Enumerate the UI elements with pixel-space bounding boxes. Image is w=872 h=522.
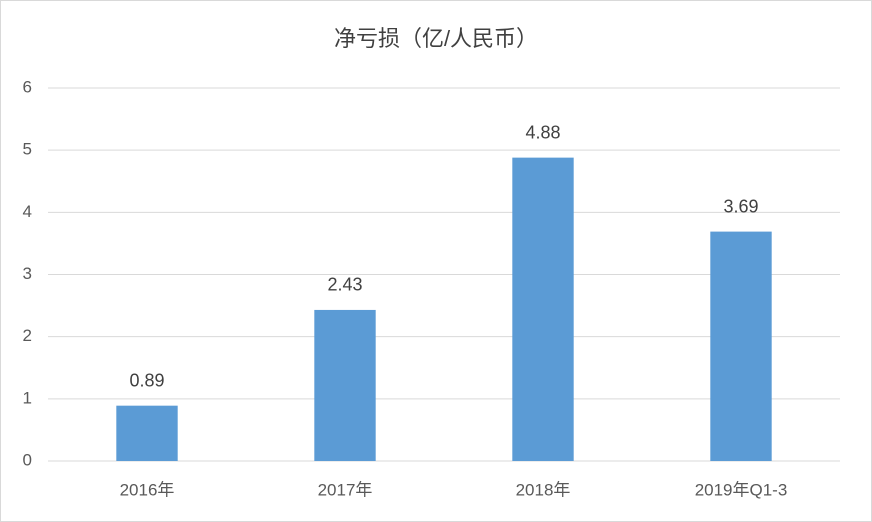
- x-tick-label: 2019年Q1-3: [695, 480, 788, 499]
- chart-title: 净亏损（亿/人民币）: [334, 26, 538, 51]
- y-tick-label: 2: [23, 326, 32, 345]
- x-tick-label: 2018年: [516, 480, 571, 499]
- y-tick-label: 6: [23, 77, 32, 96]
- y-tick-label: 5: [23, 140, 32, 159]
- y-tick-label: 1: [23, 388, 32, 407]
- data-label: 3.69: [723, 196, 758, 216]
- y-tick-label: 4: [23, 202, 32, 221]
- bar: [116, 405, 178, 461]
- data-label: 2.43: [327, 275, 362, 295]
- bar: [710, 231, 772, 461]
- y-tick-label: 3: [23, 264, 32, 283]
- data-label: 0.89: [129, 370, 164, 390]
- x-tick-label: 2016年: [120, 480, 175, 499]
- y-tick-label: 0: [23, 450, 32, 469]
- data-label: 4.88: [525, 122, 560, 142]
- bar: [314, 309, 376, 461]
- x-tick-label: 2017年: [318, 480, 373, 499]
- bar: [512, 157, 574, 462]
